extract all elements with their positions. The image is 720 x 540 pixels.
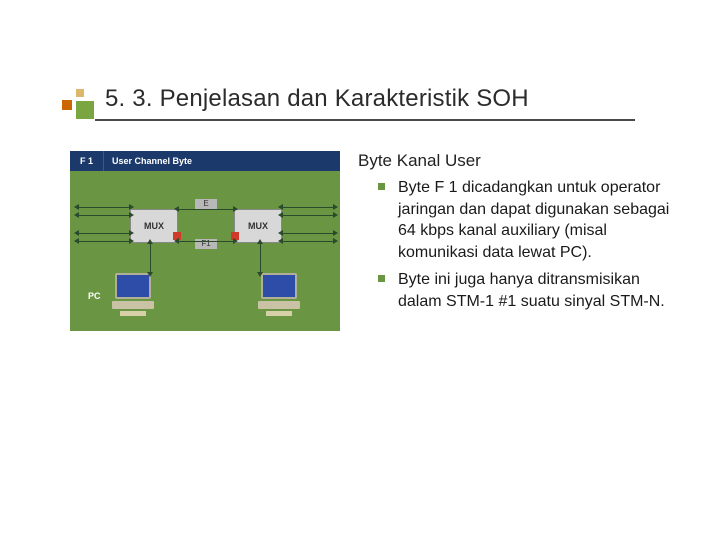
vconn-left	[150, 243, 151, 273]
title-decor-icon	[62, 87, 100, 121]
diagram-f1-label: F 1	[70, 151, 104, 171]
pc-label: PC	[88, 291, 101, 301]
mux-left: MUX	[130, 209, 178, 243]
bullet-list: Byte F 1 dicadangkan untuk operator jari…	[358, 177, 680, 313]
title-bar: 5. 3. Penjelasan dan Karakteristik SOH	[70, 85, 680, 121]
diagram-ucb-label: User Channel Byte	[104, 151, 192, 171]
mux-right: MUX	[234, 209, 282, 243]
left-line	[78, 207, 130, 208]
right-line	[282, 233, 334, 234]
diagram-header: F 1 User Channel Byte	[70, 151, 340, 171]
title-underline	[95, 119, 635, 121]
soh-diagram: F 1 User Channel Byte MUXMUXEF1PC	[70, 151, 340, 331]
slide: 5. 3. Penjelasan dan Karakteristik SOH F…	[0, 0, 720, 540]
section-subtitle: Byte Kanal User	[358, 151, 680, 171]
bullet-item: Byte ini juga hanya ditransmisikan dalam…	[378, 269, 680, 312]
mid-line	[178, 209, 234, 210]
left-line	[78, 233, 130, 234]
slide-title: 5. 3. Penjelasan dan Karakteristik SOH	[105, 85, 680, 113]
left-line	[78, 215, 130, 216]
pc-left	[112, 273, 154, 316]
left-line	[78, 241, 130, 242]
right-line	[282, 241, 334, 242]
channel-e-label: E	[195, 199, 217, 209]
bullet-item: Byte F 1 dicadangkan untuk operator jari…	[378, 177, 680, 263]
right-line	[282, 207, 334, 208]
mid-line	[178, 241, 234, 242]
text-column: Byte Kanal User Byte F 1 dicadangkan unt…	[358, 151, 680, 331]
pc-right	[258, 273, 300, 316]
right-line	[282, 215, 334, 216]
diagram-column: F 1 User Channel Byte MUXMUXEF1PC	[70, 151, 340, 331]
vconn-right	[260, 243, 261, 273]
slide-body: F 1 User Channel Byte MUXMUXEF1PC Byte K…	[70, 151, 680, 331]
